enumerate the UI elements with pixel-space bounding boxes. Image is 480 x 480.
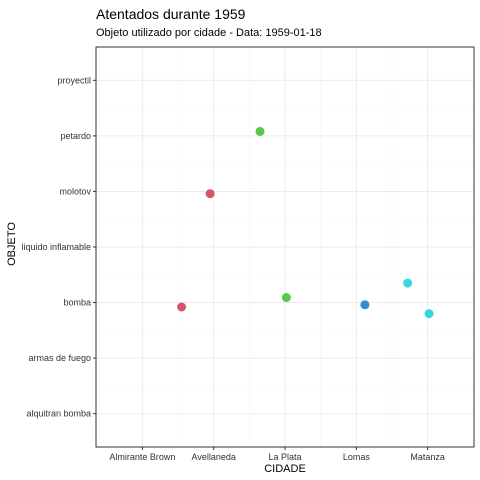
- x-tick-label-lomas: Lomas: [343, 452, 371, 462]
- data-point-la-plata-bomba: [281, 293, 291, 303]
- y-tick-label-liquido-inflamable: liquido inflamable: [21, 242, 91, 252]
- chart-subtitle: Objeto utilizado por cidade - Data: 1959…: [96, 27, 322, 39]
- x-tick-label-almirante-brown: Almirante Brown: [109, 452, 175, 462]
- point-layer: [177, 126, 434, 319]
- y-tick-label-proyectil: proyectil: [57, 75, 91, 85]
- grid-layer: [96, 47, 474, 447]
- y-tick-label-armas-de-fuego: armas de fuego: [28, 353, 91, 363]
- chart-title: Atentados durante 1959: [96, 6, 246, 22]
- x-axis-title: CIDADE: [264, 463, 306, 475]
- tick-layer: Almirante Brown Avellaneda La Plata Lomas Ma…: [21, 75, 444, 462]
- data-point-matanza-bomba: [403, 278, 413, 288]
- x-tick-label-matanza: Matanza: [410, 452, 445, 462]
- x-tick-label-avellaneda: Avellaneda: [191, 452, 235, 462]
- y-tick-label-petardo: petardo: [60, 131, 91, 141]
- y-tick-label-alquitran-bomba: alquitran bomba: [26, 409, 91, 419]
- y-tick-label-bomba: bomba: [63, 298, 91, 308]
- y-axis-title: OBJETO: [6, 222, 18, 266]
- data-point-avellaneda-bomba: [177, 302, 187, 312]
- data-point-la-plata-petardo: [255, 126, 265, 136]
- data-point-avellaneda-molotov: [205, 189, 215, 199]
- x-tick-label-la-plata: La Plata: [268, 452, 301, 462]
- y-tick-label-molotov: molotov: [59, 186, 91, 196]
- data-point-lomas-bomba: [360, 300, 370, 310]
- data-point-matanza-bomba: [424, 309, 434, 319]
